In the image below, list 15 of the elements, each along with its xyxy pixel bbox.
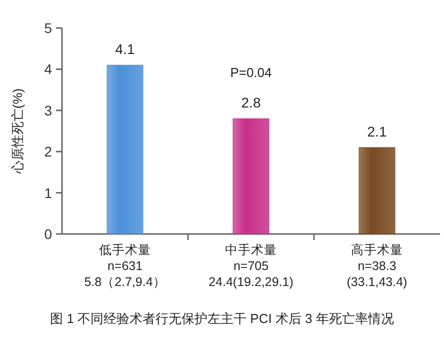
y-tick-label: 2 <box>44 144 52 160</box>
y-tick-label: 3 <box>44 102 52 118</box>
data-label: 2.8 <box>241 94 261 111</box>
y-tick-label: 1 <box>44 184 52 201</box>
y-tick-label: 5 <box>44 20 52 36</box>
annotation: P=0.04 <box>230 65 272 80</box>
x-tick-label: 中手术量 n=705 24.4(19.2,29.1) <box>208 243 294 289</box>
y-tick-label: 0 <box>44 226 52 242</box>
y-tick-label: 4 <box>44 61 52 78</box>
y-axis-title: 心原性死亡(%) <box>10 88 25 175</box>
caption: 图 1 不同经验术者行无保护左主干 PCI 术后 3 年死亡率情况 <box>50 311 394 326</box>
x-tick-label: 高手术量 n=38.3 (33.1,43.4) <box>346 242 408 289</box>
data-label: 4.1 <box>115 41 135 58</box>
x-tick-label: 低手术量 n=631 5.8（2.7,9.4） <box>84 243 166 289</box>
data-label: 2.1 <box>367 123 387 140</box>
